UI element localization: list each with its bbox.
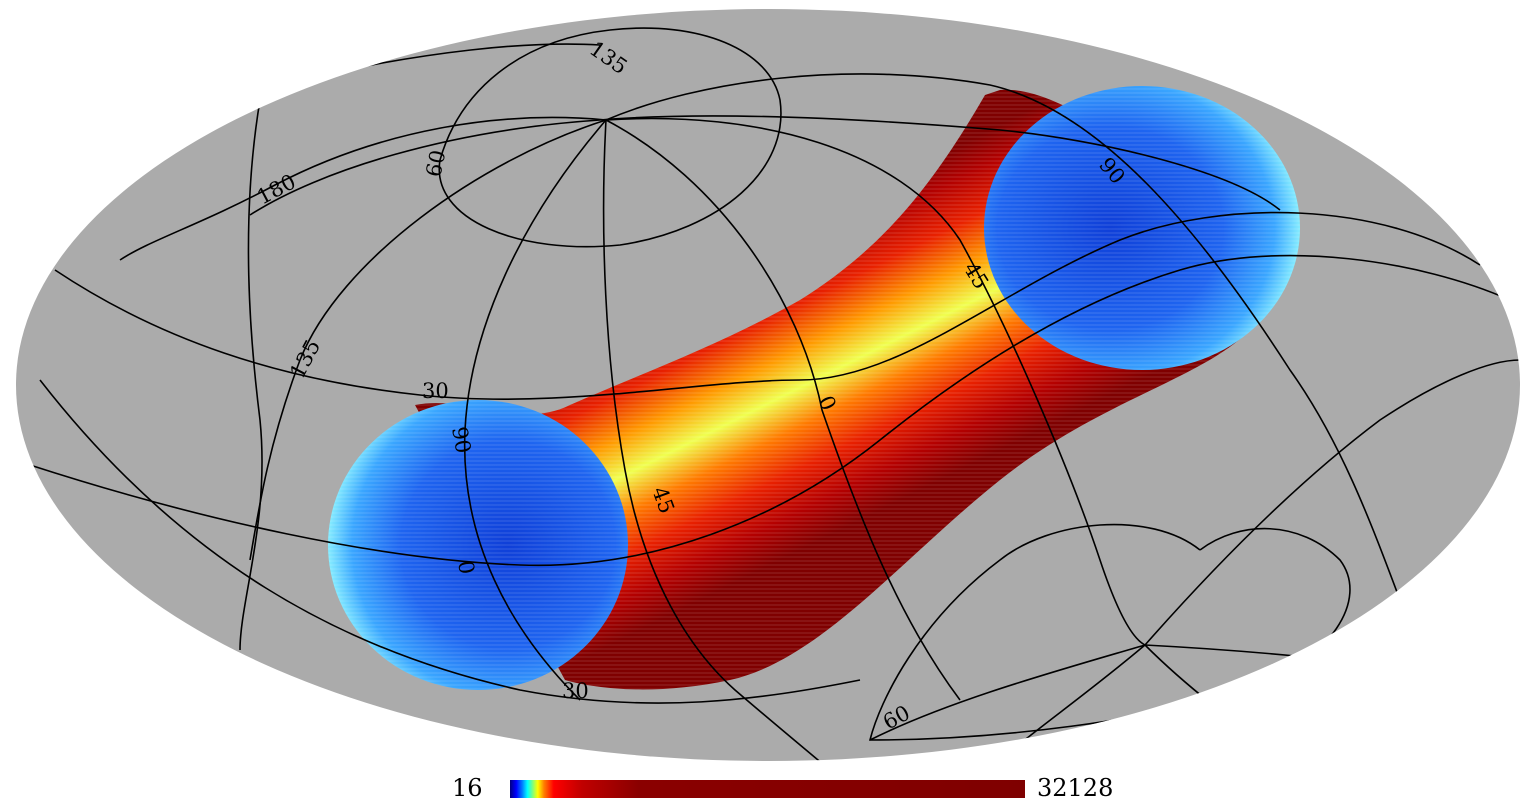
parallel bbox=[869, 644, 1146, 741]
parallel bbox=[868, 523, 1351, 741]
colorbar-max-label: 32128 bbox=[1037, 774, 1114, 802]
label-lat-30-left: 30 bbox=[422, 379, 449, 403]
parallel bbox=[438, 27, 782, 248]
colorbar-min-label: 16 bbox=[452, 774, 483, 802]
meridian bbox=[119, 116, 607, 261]
parallel bbox=[39, 379, 861, 704]
graticule bbox=[29, 27, 1520, 761]
data-region bbox=[328, 86, 1300, 690]
label-lon-90-left: 90 bbox=[447, 425, 475, 455]
label-lat-30-bottom: 30 bbox=[562, 679, 589, 703]
meridian bbox=[249, 119, 607, 561]
parallel bbox=[29, 254, 1511, 567]
colorbar bbox=[510, 780, 1025, 798]
parallel bbox=[249, 115, 1281, 216]
parallel bbox=[239, 99, 263, 651]
label-lat-0-left: 0 bbox=[453, 559, 479, 576]
meridian bbox=[605, 73, 1401, 601]
label-lat-60-top: 60 bbox=[421, 148, 450, 179]
cap-right-texture bbox=[984, 86, 1300, 370]
parallel bbox=[1144, 359, 1520, 646]
cap-left-texture bbox=[328, 400, 628, 690]
meridian bbox=[605, 119, 961, 701]
meridian bbox=[463, 119, 607, 701]
parallel bbox=[54, 211, 1481, 400]
